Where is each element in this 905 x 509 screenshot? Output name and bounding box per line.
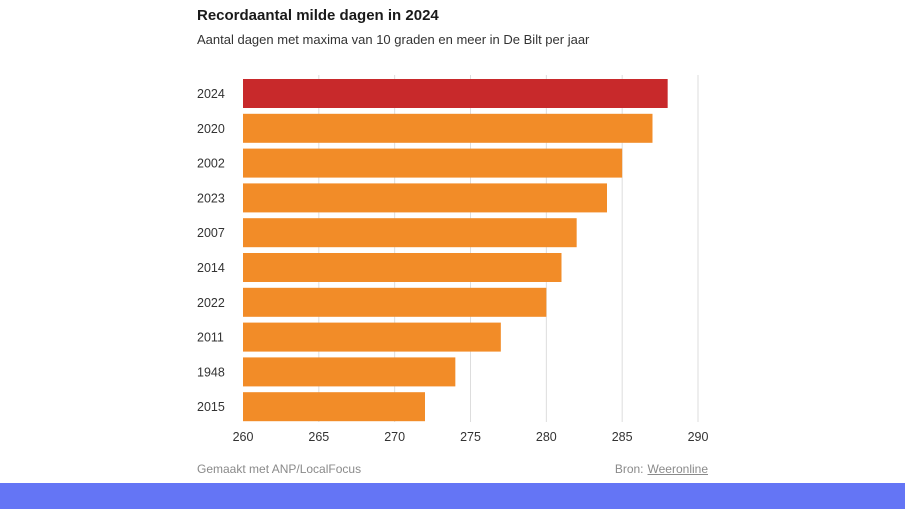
bar-2020 <box>243 113 653 143</box>
x-tick-label: 275 <box>460 430 481 444</box>
category-label: 2022 <box>197 296 225 310</box>
bar-1948 <box>243 357 456 387</box>
x-tick-label: 290 <box>688 430 709 444</box>
category-label: 2014 <box>197 261 225 275</box>
category-label: 2024 <box>197 87 225 101</box>
bar-2014 <box>243 253 562 282</box>
bar-chart: 260 265 270 275 280 285 290 2024 2020 2002 2023 200… <box>197 75 709 444</box>
chart-subtitle: Aantal dagen met maxima van 10 graden en… <box>197 32 590 47</box>
x-tick-label: 270 <box>384 430 405 444</box>
category-label: 2002 <box>197 157 225 171</box>
bar-2002 <box>243 148 623 178</box>
x-tick-label: 280 <box>536 430 557 444</box>
x-tick-label: 265 <box>308 430 329 444</box>
category-label: 2007 <box>197 226 225 240</box>
bar-2022 <box>243 287 547 317</box>
bar-2007 <box>243 218 577 248</box>
bottom-band <box>0 483 905 509</box>
credit-text: Gemaakt met ANP/LocalFocus <box>197 462 362 476</box>
category-label: 2015 <box>197 400 225 414</box>
category-label: 1948 <box>197 365 225 379</box>
source: Bron: Weeronline <box>615 462 708 476</box>
bar-2015 <box>243 392 425 422</box>
x-tick-label: 260 <box>233 430 254 444</box>
category-label: 2011 <box>197 331 224 345</box>
x-tick-label: 285 <box>612 430 633 444</box>
chart-title: Recordaantal milde dagen in 2024 <box>197 7 439 24</box>
category-label: 2020 <box>197 122 225 136</box>
source-label: Bron: <box>614 462 644 476</box>
bar-2023 <box>243 183 607 213</box>
source-link[interactable]: Weeronline <box>647 462 708 476</box>
category-label: 2023 <box>197 191 225 205</box>
bar-2024 <box>243 79 668 108</box>
bar-2011 <box>243 322 501 352</box>
